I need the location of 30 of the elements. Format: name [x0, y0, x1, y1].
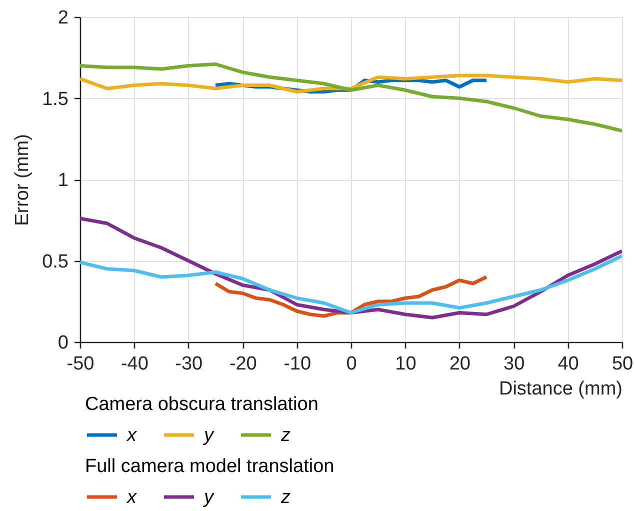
y-tick-label: 2 [58, 8, 68, 28]
line-series [80, 74, 622, 94]
line-series [80, 254, 622, 314]
text: Full camera model translation [85, 456, 334, 477]
y-tick-label: 1 [58, 170, 68, 191]
x-tick-label: -50 [66, 354, 94, 374]
text: Camera obscura translation [85, 394, 318, 415]
x-tick-label: 20 [449, 354, 470, 374]
line-series [214, 275, 488, 318]
y-tick-label: 0.5 [42, 251, 68, 272]
legend-label: x [126, 487, 138, 508]
x-tick-label: 10 [395, 354, 416, 374]
legend-label: z [280, 425, 291, 446]
y-tick-label: 0 [58, 332, 68, 354]
line-series [80, 62, 622, 132]
x-tick-label: 50 [612, 354, 634, 374]
legend-label: y [202, 425, 215, 446]
x-tick-label: 40 [558, 354, 579, 374]
x-tick-label: -30 [175, 354, 203, 374]
x-tick-label: 30 [504, 354, 525, 374]
x-axis-title: Distance (mm) [498, 378, 622, 400]
legend-label: z [280, 487, 291, 508]
x-tick-label: -40 [120, 354, 148, 374]
x-tick-label: 0 [346, 354, 357, 374]
x-tick-label: -20 [229, 354, 257, 374]
x-tick-label: -10 [284, 354, 312, 374]
y-tick-label: 1.5 [42, 88, 68, 110]
legend-label: y [202, 487, 215, 508]
legend-label: x [126, 425, 138, 446]
y-axis-title: Error (mm) [12, 134, 34, 226]
